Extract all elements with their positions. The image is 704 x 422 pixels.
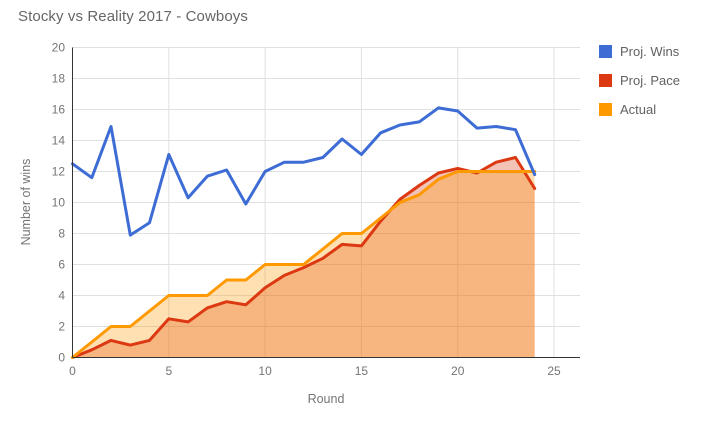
y-tick-label: 6 <box>58 258 65 272</box>
legend-label: Proj. Pace <box>620 73 680 88</box>
x-tick-label: 5 <box>165 364 172 378</box>
x-tick-label: 0 <box>69 364 76 378</box>
x-tick-label: 20 <box>451 364 465 378</box>
legend-item-actual[interactable]: Actual <box>599 102 680 117</box>
y-axis-title: Number of wins <box>19 158 33 246</box>
line-actual <box>71 170 537 359</box>
line-proj-pace <box>71 156 537 359</box>
y-tick-label: 16 <box>52 103 66 117</box>
legend: Proj. Wins Proj. Pace Actual <box>599 44 680 131</box>
y-tick-label: 4 <box>58 289 65 303</box>
area-proj-pace <box>72 157 535 358</box>
y-tick-label: 0 <box>58 351 65 365</box>
legend-label: Actual <box>620 102 657 117</box>
x-axis-title: Round <box>307 392 345 406</box>
legend-swatch-icon <box>599 45 612 58</box>
y-tick-label: 12 <box>52 165 66 179</box>
x-tick-label: 25 <box>547 364 561 378</box>
legend-item-proj-wins[interactable]: Proj. Wins <box>599 44 680 59</box>
y-tick-label: 14 <box>52 134 66 148</box>
legend-swatch-icon <box>599 103 612 116</box>
y-tick-label: 18 <box>52 72 66 86</box>
legend-item-proj-pace[interactable]: Proj. Pace <box>599 73 680 88</box>
chart-title: Stocky vs Reality 2017 - Cowboys <box>18 8 248 25</box>
legend-swatch-icon <box>599 74 612 87</box>
y-tick-label: 10 <box>52 196 66 210</box>
y-tick-label: 2 <box>58 320 65 334</box>
x-tick-label: 10 <box>258 364 272 378</box>
x-tick-label: 15 <box>355 364 369 378</box>
line-proj-wins <box>71 106 537 237</box>
y-tick-label: 8 <box>58 227 65 241</box>
y-tick-label: 20 <box>52 41 66 55</box>
legend-label: Proj. Wins <box>620 44 680 59</box>
